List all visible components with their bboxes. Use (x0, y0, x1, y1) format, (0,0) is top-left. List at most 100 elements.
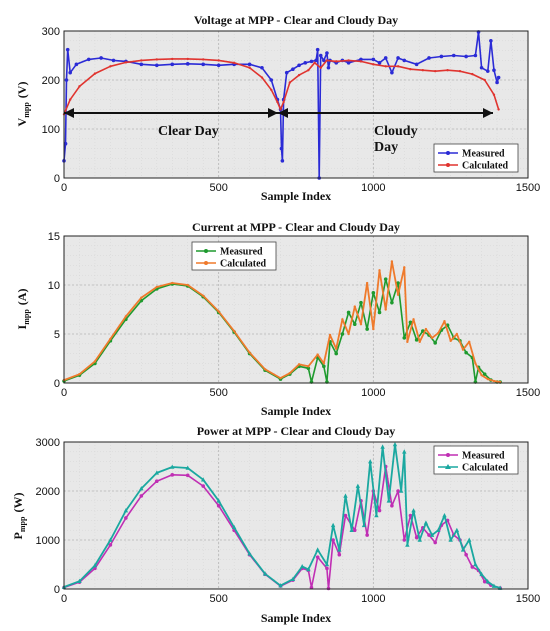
voltage-measured-point (326, 65, 331, 70)
current-calculated-point (412, 318, 415, 321)
voltage-measured-point (279, 146, 284, 151)
voltage-measured-point (479, 65, 484, 70)
voltage-measured-point (86, 57, 91, 62)
voltage-legend-label: Calculated (462, 161, 509, 172)
clear-day-label: Clear Day (158, 124, 219, 139)
voltage-measured-point (309, 59, 314, 64)
voltage-calculated-point (155, 58, 158, 61)
power-calculated-point (417, 537, 422, 542)
voltage-measured-point (64, 78, 69, 82)
power-measured-point (377, 508, 382, 513)
voltage-measured-point (216, 63, 221, 68)
cloudy-day-arrow-left-head (278, 108, 288, 118)
current-calculated-point (384, 308, 387, 311)
power-calculated-point (485, 579, 490, 584)
current-calculated-point (486, 377, 489, 381)
current-calculated-point (186, 283, 189, 287)
current-measured-point (402, 336, 407, 340)
voltage-measured-point (318, 53, 323, 58)
power-calculated-point (108, 537, 113, 542)
power-calculated-point (290, 576, 296, 581)
voltage-measured-point (377, 61, 382, 65)
power-calculated-point (423, 520, 429, 525)
voltage-calculated-point (471, 72, 474, 76)
voltage-measured-point (495, 80, 499, 85)
power-ylabel: Pmpp (W) (11, 493, 27, 540)
voltage-calculated-point (483, 78, 486, 82)
voltage-ylabel-main: V (15, 117, 29, 126)
voltage-measured-point (371, 57, 376, 62)
voltage-calculated-point (458, 69, 462, 73)
power-ytick-label: 3000 (36, 437, 60, 449)
power-calculated-point (491, 583, 497, 588)
power-xtick-label: 500 (209, 593, 227, 605)
voltage-measured-point (280, 159, 285, 163)
voltage-measured-point (414, 62, 419, 67)
power-calculated-point (201, 477, 206, 482)
current-measured-point (433, 341, 438, 345)
power-calculated-point (429, 532, 435, 537)
power-calculated-point (368, 459, 373, 464)
current-ytick-label: 10 (48, 280, 60, 292)
voltage-calculated-point (325, 59, 329, 62)
voltage-calculated-point (171, 57, 174, 61)
current-ylabel-unit: (A) (15, 289, 29, 306)
current-xtick-label: 1500 (516, 387, 540, 399)
current-xtick-label: 1000 (361, 387, 385, 399)
current-calculated-point (396, 293, 400, 296)
current-calculated-point (263, 368, 267, 371)
power-ylabel-unit: (W) (11, 493, 25, 513)
power-calculated-point (315, 547, 320, 552)
current-xtick-label: 500 (209, 387, 227, 399)
power-calculated-point (324, 562, 330, 567)
voltage-measured-point (439, 54, 444, 59)
power-ytick-label: 1000 (36, 535, 60, 547)
voltage-legend-marker (446, 151, 450, 155)
current-calculated-point (347, 332, 350, 336)
current-calculated-point (328, 333, 332, 337)
voltage-annotations: Clear Day Cloudy Day (64, 108, 493, 155)
power-calculated-point (442, 513, 447, 518)
current-legend-label: Calculated (220, 259, 267, 270)
voltage-xtick-label: 0 (61, 182, 67, 194)
power-panel: Power at MPP - Clear and Cloudy Day Samp… (11, 424, 540, 625)
current-legend-label: Measured (220, 247, 263, 258)
voltage-calculated-point (335, 60, 338, 63)
power-legend-box (433, 445, 519, 475)
power-measured-point (365, 533, 369, 537)
voltage-measured-point (325, 51, 329, 55)
current-legend-marker (204, 249, 208, 253)
voltage-ytick-label: 200 (42, 75, 60, 87)
power-measured-point (139, 494, 144, 498)
voltage-calculated-point (279, 108, 282, 111)
power-calculated-point (247, 551, 252, 556)
power-measured-point (108, 543, 113, 547)
power-measured-point (390, 503, 394, 508)
power-calculated-point (479, 571, 484, 577)
voltage-measured-point (496, 75, 501, 80)
power-measured-point (343, 513, 348, 518)
cloudy-day-arrow-right-head (483, 108, 493, 118)
power-measured-point (216, 503, 221, 508)
power-measured-point (309, 585, 314, 590)
current-calculated-point (390, 260, 394, 263)
voltage-legend-marker (446, 163, 450, 167)
current-calculated-point (492, 379, 496, 383)
voltage-calculated-point (140, 59, 143, 62)
voltage-xtick-label: 500 (209, 182, 227, 194)
power-calculated-point (299, 563, 305, 569)
current-calculated-point (217, 310, 220, 313)
current-calculated-point (418, 340, 421, 344)
current-measured-point (377, 310, 382, 315)
power-calculated-point (262, 571, 268, 576)
power-xtick-label: 1500 (516, 593, 540, 605)
power-measured-point (464, 552, 468, 557)
current-ylabel-main: I (15, 324, 29, 329)
power-measured-point (331, 538, 335, 542)
power-calculated-point (392, 441, 398, 447)
power-title: Power at MPP - Clear and Cloudy Day (197, 424, 396, 438)
power-measured-point (414, 535, 419, 540)
current-ytick-label: 15 (48, 231, 60, 243)
current-measured-point (464, 350, 468, 355)
